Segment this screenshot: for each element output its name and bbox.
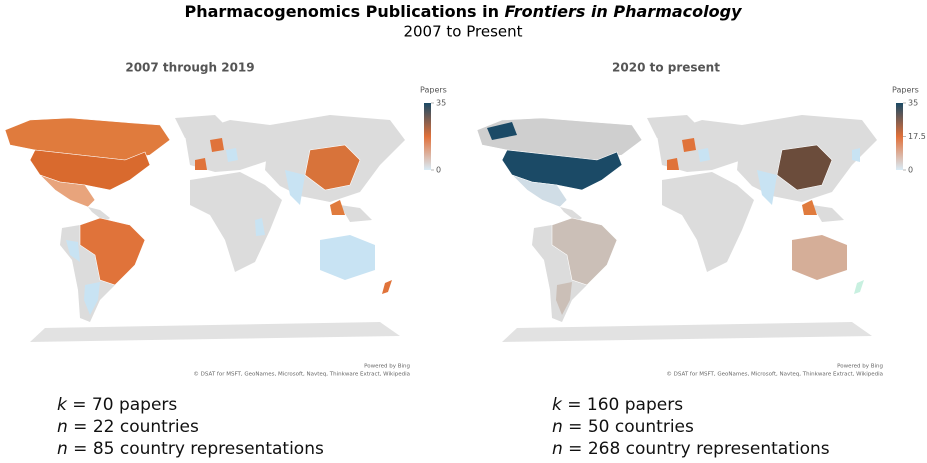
map-2020-present xyxy=(476,115,877,342)
stats-symbol: n xyxy=(552,417,563,437)
map-2007-2019 xyxy=(4,115,405,342)
map-attribution: © DSAT for MSFT, GeoNames, Microsoft, Na… xyxy=(666,371,883,378)
figure-title: Pharmacogenomics Publications in Frontie… xyxy=(184,2,742,21)
stats-block: k = 160 papers n = 50 countries n = 268 co… xyxy=(552,394,830,460)
stats-text: = 268 country representations xyxy=(562,439,830,459)
panel-title: 2007 through 2019 xyxy=(125,61,254,75)
stats-line: n = 22 countries xyxy=(57,416,324,438)
stats-symbol: n xyxy=(57,439,68,459)
legend-tick-label: 17.5 xyxy=(908,132,926,141)
legend-colorbar xyxy=(896,103,903,170)
figure-subtitle: 2007 to Present xyxy=(403,23,522,41)
title-italic: Frontiers in Pharmacology xyxy=(505,2,743,21)
stats-line: n = 85 country representations xyxy=(57,438,324,460)
map-attribution: © DSAT for MSFT, GeoNames, Microsoft, Na… xyxy=(193,371,410,378)
stats-text: = 85 country representations xyxy=(67,439,324,459)
stats-block: k = 70 papers n = 22 countries n = 85 coun… xyxy=(57,394,324,460)
panel-title: 2020 to present xyxy=(612,61,720,75)
stats-line: n = 50 countries xyxy=(552,416,830,438)
stats-symbol: k xyxy=(552,395,562,415)
legend-tick-label: 0 xyxy=(436,166,441,175)
stats-text: = 70 papers xyxy=(66,395,178,415)
title-text: Pharmacogenomics Publications in xyxy=(184,2,504,21)
legend-tick-label: 35 xyxy=(908,99,918,108)
legend-colorbar xyxy=(424,103,431,170)
stats-text: = 160 papers xyxy=(561,395,684,415)
stats-line: k = 70 papers xyxy=(57,394,324,416)
map-attribution: Powered by Bing xyxy=(364,364,410,370)
stats-symbol: n xyxy=(552,439,563,459)
legend-title: Papers xyxy=(420,86,447,95)
stats-line: k = 160 papers xyxy=(552,394,830,416)
legend-tick-label: 35 xyxy=(436,99,446,108)
stats-text: = 50 countries xyxy=(562,417,694,437)
map-attribution: Powered by Bing xyxy=(837,364,883,370)
stats-line: n = 268 country representations xyxy=(552,438,830,460)
stats-text: = 22 countries xyxy=(67,417,199,437)
stats-symbol: n xyxy=(57,417,68,437)
legend-title: Papers xyxy=(892,86,919,95)
stats-symbol: k xyxy=(57,395,67,415)
legend-tick-label: 0 xyxy=(908,166,913,175)
